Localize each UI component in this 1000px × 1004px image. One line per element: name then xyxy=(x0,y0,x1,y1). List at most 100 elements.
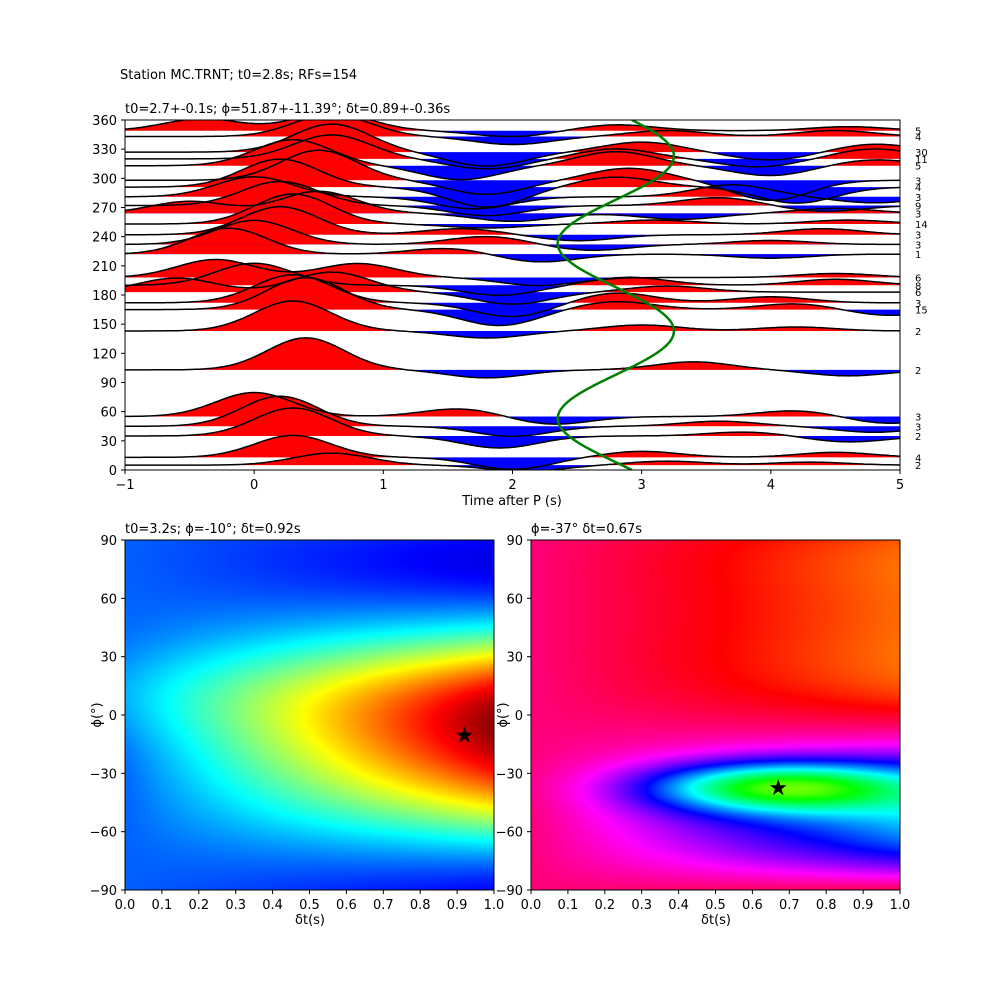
top-x-tick-label: 1 xyxy=(379,478,387,493)
trace-count-label: 2 xyxy=(915,327,921,338)
trace-line xyxy=(125,180,900,217)
trace-line xyxy=(125,149,900,202)
top-x-tick-label: 2 xyxy=(508,478,516,493)
y-tick-label: −30 xyxy=(90,767,117,782)
left-heatmap-canvas xyxy=(125,540,494,890)
top-y-tick-label: 210 xyxy=(92,260,117,275)
y-tick-label: 30 xyxy=(506,651,523,666)
trace-line xyxy=(125,300,900,339)
x-tick-label: 0.2 xyxy=(594,898,615,913)
trace-line xyxy=(125,274,900,318)
y-tick-label: −90 xyxy=(496,884,523,899)
t0-curve xyxy=(556,120,676,470)
top-panel-title: t0=2.7+-0.1s; ϕ=51.87+-11.39°; δt=0.89+-… xyxy=(125,102,450,117)
y-tick-label: −90 xyxy=(90,884,117,899)
top-x-tick-label: 3 xyxy=(638,478,646,493)
trace-count-label: 3 xyxy=(915,422,921,433)
trace-count-label: 2 xyxy=(915,366,921,377)
trace-positive-fill xyxy=(125,120,900,131)
trace-count-label: 3 xyxy=(915,193,921,204)
trace-negative-fill xyxy=(125,187,900,207)
trace-negative-fill xyxy=(125,130,900,137)
trace-count-label: 9 xyxy=(915,202,921,213)
trace-negative-fill xyxy=(125,309,900,326)
trace-negative-fill xyxy=(125,205,900,216)
x-tick-label: 0.8 xyxy=(816,898,837,913)
trace-negative-fill xyxy=(125,213,900,222)
left-heatmap-canvas-holder xyxy=(125,540,494,890)
top-y-tick-label: 120 xyxy=(92,347,117,362)
trace-negative-fill xyxy=(125,285,900,296)
trace-positive-fill xyxy=(125,228,900,255)
trace-negative-fill xyxy=(125,254,900,262)
top-x-tick-label: −1 xyxy=(115,478,134,493)
trace-line xyxy=(125,134,900,170)
trace-count-label: 1 xyxy=(915,250,921,261)
trace-count-label: 3 xyxy=(915,240,921,251)
x-tick-label: 0.2 xyxy=(188,898,209,913)
suptitle: Station MC.TRNT; t0=2.8s; RFs=154 xyxy=(120,68,357,83)
trace-line xyxy=(125,219,900,252)
trace-positive-fill xyxy=(125,337,900,370)
trace-positive-fill xyxy=(125,206,900,235)
x-tick-label: 0.6 xyxy=(336,898,357,913)
trace-count-label: 3 xyxy=(915,299,921,310)
x-tick-label: 0.9 xyxy=(853,898,874,913)
trace-line xyxy=(125,337,900,379)
trace-count-label: 6 xyxy=(915,288,921,299)
y-tick-label: 60 xyxy=(506,592,523,607)
y-tick-label: −60 xyxy=(496,826,523,841)
trace-count-label: 5 xyxy=(915,162,921,173)
y-tick-label: 30 xyxy=(100,651,117,666)
x-tick-label: 1.0 xyxy=(890,898,911,913)
trace-negative-fill xyxy=(125,180,900,201)
trace-line xyxy=(125,227,900,263)
top-y-tick-label: 270 xyxy=(92,202,117,217)
trace-line xyxy=(125,391,900,425)
trace-count-label: 3 xyxy=(915,209,921,220)
x-tick-label: 0.4 xyxy=(262,898,283,913)
trace-count-label: 3 xyxy=(915,413,921,424)
right-best-star: ★ xyxy=(768,776,788,801)
trace-line xyxy=(125,176,900,210)
trace-positive-fill xyxy=(125,396,900,427)
top-x-tick-label: 5 xyxy=(896,478,904,493)
trace-line xyxy=(125,190,900,223)
grid-search-right-panel: 0.0 0.1 0.2 0.3 0.4 0.5 0.6 0.7 0.8 0.9 1.0 −90 −60 −… xyxy=(496,522,911,928)
trace-count-label: 6 xyxy=(915,274,921,285)
top-y-tick-label: 360 xyxy=(92,114,117,129)
x-tick-label: 0.0 xyxy=(521,898,542,913)
trace-line xyxy=(125,452,900,470)
x-tick-label: 0.1 xyxy=(152,898,173,913)
trace-count-label: 2 xyxy=(915,461,921,472)
trace-positive-fill xyxy=(125,259,900,278)
trace-negative-fill xyxy=(125,302,900,317)
top-y-tick-label: 300 xyxy=(92,172,117,187)
top-x-tick-label: 4 xyxy=(767,478,775,493)
top-y-tick-label: 60 xyxy=(100,406,117,421)
trace-negative-fill xyxy=(125,277,900,286)
trace-line xyxy=(125,395,900,437)
x-tick-label: 0.4 xyxy=(668,898,689,913)
trace-count-label: 15 xyxy=(915,306,928,317)
x-tick-label: 1.0 xyxy=(484,898,505,913)
left-y-axis-label: ϕ(°) xyxy=(90,702,105,727)
top-y-tick-label: 330 xyxy=(92,143,117,158)
x-tick-label: 0.0 xyxy=(115,898,136,913)
top-axis-ticks: −1 0 1 2 3 4 503060901201501802102402703003303… xyxy=(92,114,904,493)
trace-line xyxy=(125,262,900,297)
top-y-tick-label: 180 xyxy=(92,289,117,304)
top-y-tick-label: 150 xyxy=(92,318,117,333)
right-heatmap-canvas xyxy=(531,540,900,890)
right-x-axis-label: δt(s) xyxy=(701,913,731,928)
trace-line xyxy=(125,271,900,305)
trace-count-label: 4 xyxy=(915,133,921,144)
trace-count-label: 4 xyxy=(915,453,921,464)
top-y-tick-label: 90 xyxy=(100,377,117,392)
trace-line xyxy=(125,276,900,327)
trace-count-label: 4 xyxy=(915,183,921,194)
trace-line xyxy=(125,205,900,242)
